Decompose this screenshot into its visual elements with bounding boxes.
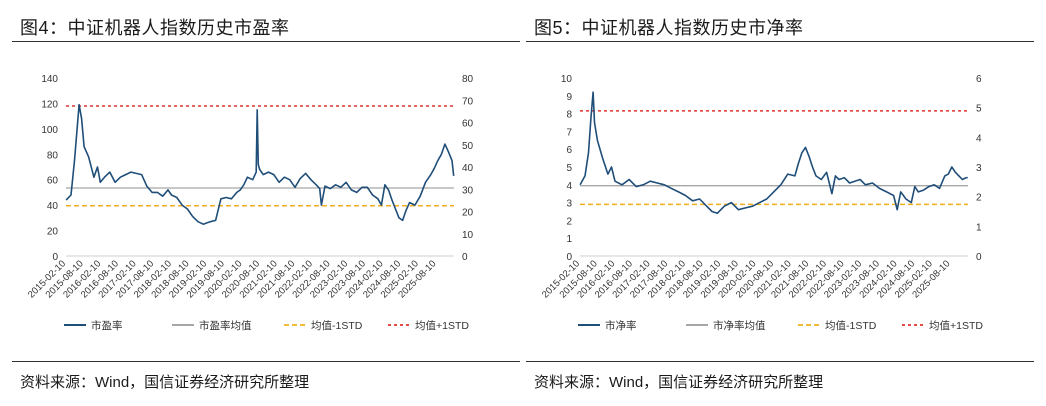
legend-label: 市盈率均值 (199, 319, 252, 332)
y-left-tick-label: 6 (566, 145, 572, 156)
y-left-tick-label: 10 (561, 74, 573, 85)
y-right-tick-label: 4 (976, 133, 982, 144)
pb-chart-title: 图5：中证机器人指数历史市净率 (534, 18, 804, 38)
y-right-tick-label: 20 (462, 208, 474, 219)
series-line-市盈率 (65, 103, 455, 225)
title-divider (12, 41, 520, 42)
pb-chart-source: 资料来源：Wind，国信证券经济研究所整理 (534, 374, 824, 391)
y-left-tick-label: 9 (566, 92, 572, 103)
source-divider (12, 361, 520, 362)
y-right-tick-label: 1 (976, 222, 982, 233)
title-divider (526, 41, 1034, 42)
legend-label: 市净率 (605, 319, 637, 332)
pb-chart-panel: 图5：中证机器人指数历史市净率 0 1 2 3 4 5 6 7 8 9 10 0 1 2 3 4 5 6 2015-… (526, 0, 1034, 406)
y-right-tick-label: 40 (462, 163, 474, 174)
pe-chart: 020406080100120140010203040506070802015-… (26, 74, 474, 332)
y-left-tick-label: 120 (41, 99, 58, 110)
y-left-tick-label: 1 (566, 234, 572, 245)
y-right-tick-label: 70 (462, 96, 474, 107)
y-left-tick-label: 60 (47, 176, 59, 187)
legend-label: 均值-1STD (311, 319, 363, 332)
legend-label: 均值-1STD (825, 319, 877, 332)
legend-label: 均值+1STD (415, 319, 469, 332)
y-right-tick-label: 6 (976, 74, 982, 85)
y-right-tick-label: 0 (976, 252, 982, 263)
y-left-tick-label: 5 (566, 163, 572, 174)
series-line-市净率 (579, 91, 968, 215)
legend-label: 市净率均值 (713, 319, 766, 332)
legend-label: 市盈率 (91, 319, 123, 332)
y-left-tick-label: 3 (566, 199, 572, 210)
y-left-tick-label: 40 (47, 201, 59, 212)
legend-label: 均值+1STD (929, 319, 983, 332)
y-left-tick-label: 0 (566, 252, 572, 263)
y-right-tick-label: 5 (976, 104, 982, 115)
y-left-tick-label: 4 (566, 181, 572, 192)
y-left-tick-label: 8 (566, 110, 572, 121)
pe-chart-panel: 图4：中证机器人指数历史市盈率 0 20 40 60 80 100 120 140 0 10 20 3… (12, 0, 520, 406)
y-right-tick-label: 50 (462, 141, 474, 152)
y-left-tick-label: 7 (566, 127, 572, 138)
y-left-tick-label: 20 (47, 227, 59, 238)
y-right-tick-label: 10 (462, 230, 474, 241)
y-right-tick-label: 80 (462, 74, 474, 85)
y-left-tick-label: 140 (41, 74, 58, 85)
pe-chart-source: 资料来源：Wind，国信证券经济研究所整理 (20, 374, 310, 391)
y-right-tick-label: 60 (462, 119, 474, 130)
y-right-tick-label: 30 (462, 185, 474, 196)
y-right-tick-label: 2 (976, 193, 982, 204)
pe-chart-title: 图4：中证机器人指数历史市盈率 (20, 18, 290, 38)
y-left-tick-label: 100 (41, 125, 58, 136)
source-divider (526, 361, 1034, 362)
pb-chart: 01234567891001234562015-02-102015-08-102… (540, 74, 983, 332)
y-left-tick-label: 2 (566, 216, 572, 227)
y-right-tick-label: 0 (462, 252, 468, 263)
y-left-tick-label: 80 (47, 150, 59, 161)
y-right-tick-label: 3 (976, 163, 982, 174)
y-left-tick-label: 0 (52, 252, 58, 263)
